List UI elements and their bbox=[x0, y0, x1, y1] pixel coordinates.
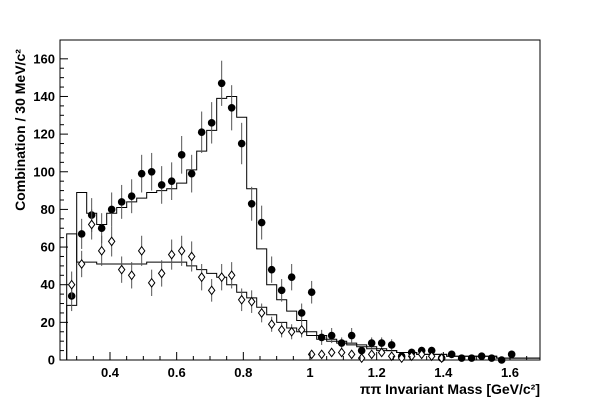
data-point-filled bbox=[237, 139, 246, 148]
y-tick-label: 60 bbox=[41, 240, 55, 255]
data-point-open bbox=[317, 349, 326, 360]
y-tick-label: 20 bbox=[41, 315, 55, 330]
data-point-filled bbox=[207, 119, 216, 127]
data-point-open bbox=[137, 245, 146, 256]
data-point-filled bbox=[477, 352, 486, 361]
data-point-open bbox=[337, 347, 346, 358]
data-point-open bbox=[277, 324, 286, 335]
data-point-open bbox=[347, 349, 356, 360]
data-point-filled bbox=[487, 354, 496, 362]
x-tick-label: 1.4 bbox=[434, 365, 453, 380]
histogram-line-1 bbox=[66, 96, 540, 360]
data-point-filled bbox=[287, 273, 296, 281]
data-point-filled bbox=[347, 331, 356, 340]
data-points-layer bbox=[67, 60, 516, 364]
data-point-open bbox=[387, 351, 396, 362]
y-tick-label: 120 bbox=[33, 127, 55, 142]
data-point-open bbox=[117, 264, 126, 275]
data-point-filled bbox=[97, 224, 106, 233]
data-point-filled bbox=[147, 167, 156, 176]
data-point-filled bbox=[457, 354, 466, 362]
data-point-filled bbox=[367, 339, 376, 347]
data-point-filled bbox=[427, 346, 436, 355]
data-point-filled bbox=[107, 205, 116, 214]
data-point-filled bbox=[177, 151, 186, 159]
y-tick-label: 140 bbox=[33, 89, 55, 104]
data-point-open bbox=[187, 251, 196, 262]
data-point-filled bbox=[327, 331, 336, 340]
data-point-open bbox=[267, 319, 276, 330]
data-point-open bbox=[417, 349, 426, 360]
data-point-filled bbox=[187, 169, 196, 178]
data-point-filled bbox=[357, 346, 366, 355]
data-point-filled bbox=[127, 192, 136, 201]
data-point-open bbox=[327, 347, 336, 358]
x-tick-label: 1.2 bbox=[368, 365, 386, 380]
data-point-open bbox=[167, 249, 176, 260]
data-point-open bbox=[247, 296, 256, 307]
data-point-filled bbox=[157, 181, 166, 189]
y-tick-label: 40 bbox=[41, 277, 55, 292]
data-point-open bbox=[377, 347, 386, 358]
data-point-open bbox=[197, 272, 206, 283]
data-point-open bbox=[227, 270, 236, 281]
data-point-filled bbox=[277, 286, 286, 295]
data-point-filled bbox=[137, 169, 146, 178]
data-point-open bbox=[207, 285, 216, 296]
y-tick-label: 80 bbox=[41, 202, 55, 217]
data-point-open bbox=[287, 326, 296, 337]
data-point-filled bbox=[267, 265, 276, 274]
data-point-filled bbox=[497, 356, 506, 364]
data-point-open bbox=[237, 294, 246, 305]
y-axis-title: Combination / 30 MeV/c² bbox=[12, 49, 28, 211]
data-point-filled bbox=[247, 199, 256, 208]
data-point-open bbox=[257, 307, 266, 318]
data-point-filled bbox=[117, 198, 126, 206]
histogram-line-2 bbox=[66, 233, 540, 360]
data-point-open bbox=[367, 349, 376, 360]
data-point-open bbox=[297, 324, 306, 335]
histogram-layer bbox=[66, 96, 540, 360]
data-point-filled bbox=[307, 288, 316, 297]
data-point-filled bbox=[167, 177, 176, 185]
data-point-filled bbox=[447, 350, 456, 359]
data-point-filled bbox=[507, 350, 516, 359]
x-tick-label: 0.4 bbox=[101, 365, 120, 380]
data-point-filled bbox=[297, 309, 306, 317]
x-tick-label: 1 bbox=[306, 365, 313, 380]
data-point-open bbox=[157, 268, 166, 279]
data-point-filled bbox=[257, 218, 266, 227]
data-point-open bbox=[177, 245, 186, 256]
y-tick-label: 0 bbox=[48, 353, 55, 368]
data-point-open bbox=[67, 279, 76, 290]
data-point-filled bbox=[377, 339, 386, 347]
x-tick-label: 0.6 bbox=[168, 365, 186, 380]
x-tick-label: 1.6 bbox=[501, 365, 519, 380]
data-point-filled bbox=[387, 341, 396, 349]
data-point-open bbox=[357, 353, 366, 364]
data-point-filled bbox=[227, 103, 236, 112]
data-point-open bbox=[397, 353, 406, 364]
x-tick-label: 0.8 bbox=[234, 365, 252, 380]
data-point-filled bbox=[337, 339, 346, 347]
axes-layer: 0 20 40 60 80 100 120 140 160 0.4 0.6 0.8 1 1.2 1.4 1.6 bbox=[33, 51, 528, 380]
data-point-open bbox=[147, 277, 156, 288]
data-point-filled bbox=[467, 354, 476, 362]
data-point-open bbox=[97, 245, 106, 256]
data-point-filled bbox=[77, 230, 86, 238]
data-point-open bbox=[217, 272, 226, 283]
data-point-open bbox=[77, 258, 86, 270]
x-axis-title: ππ Invariant Mass [GeV/c²] bbox=[360, 381, 540, 397]
y-tick-label: 160 bbox=[33, 51, 55, 66]
y-tick-label: 100 bbox=[33, 164, 55, 179]
data-point-filled bbox=[317, 333, 326, 342]
data-point-open bbox=[87, 219, 96, 230]
data-point-open bbox=[107, 236, 116, 247]
data-point-open bbox=[427, 351, 436, 362]
data-point-open bbox=[307, 349, 316, 360]
data-point-filled bbox=[197, 128, 206, 137]
data-point-open bbox=[127, 270, 136, 281]
data-point-filled bbox=[217, 79, 226, 88]
